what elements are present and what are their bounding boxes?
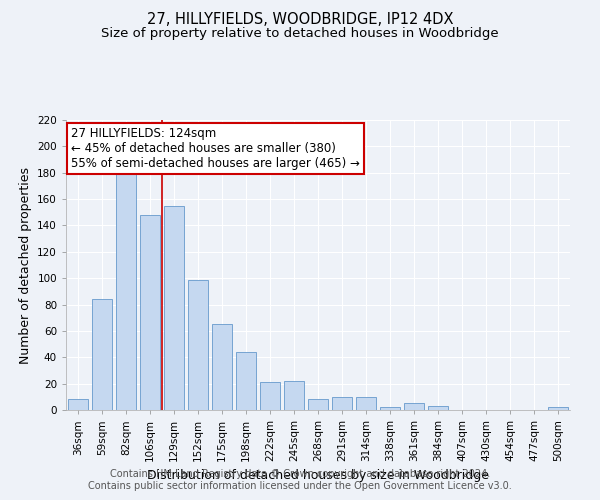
Bar — [548, 408, 568, 410]
Bar — [92, 300, 112, 410]
Bar — [68, 400, 88, 410]
Bar — [428, 406, 448, 410]
Bar — [284, 381, 304, 410]
Text: Size of property relative to detached houses in Woodbridge: Size of property relative to detached ho… — [101, 28, 499, 40]
X-axis label: Distribution of detached houses by size in Woodbridge: Distribution of detached houses by size … — [147, 470, 489, 482]
Bar — [188, 280, 208, 410]
Bar — [404, 404, 424, 410]
Bar — [356, 397, 376, 410]
Text: 27, HILLYFIELDS, WOODBRIDGE, IP12 4DX: 27, HILLYFIELDS, WOODBRIDGE, IP12 4DX — [147, 12, 453, 28]
Bar — [212, 324, 232, 410]
Bar — [380, 408, 400, 410]
Bar — [116, 174, 136, 410]
Bar — [260, 382, 280, 410]
Bar — [140, 215, 160, 410]
Text: Contains HM Land Registry data © Crown copyright and database right 2024.: Contains HM Land Registry data © Crown c… — [110, 469, 490, 479]
Text: 27 HILLYFIELDS: 124sqm
← 45% of detached houses are smaller (380)
55% of semi-de: 27 HILLYFIELDS: 124sqm ← 45% of detached… — [71, 127, 360, 170]
Bar — [164, 206, 184, 410]
Y-axis label: Number of detached properties: Number of detached properties — [19, 166, 32, 364]
Bar — [236, 352, 256, 410]
Bar — [332, 397, 352, 410]
Text: Contains public sector information licensed under the Open Government Licence v3: Contains public sector information licen… — [88, 481, 512, 491]
Bar — [308, 400, 328, 410]
